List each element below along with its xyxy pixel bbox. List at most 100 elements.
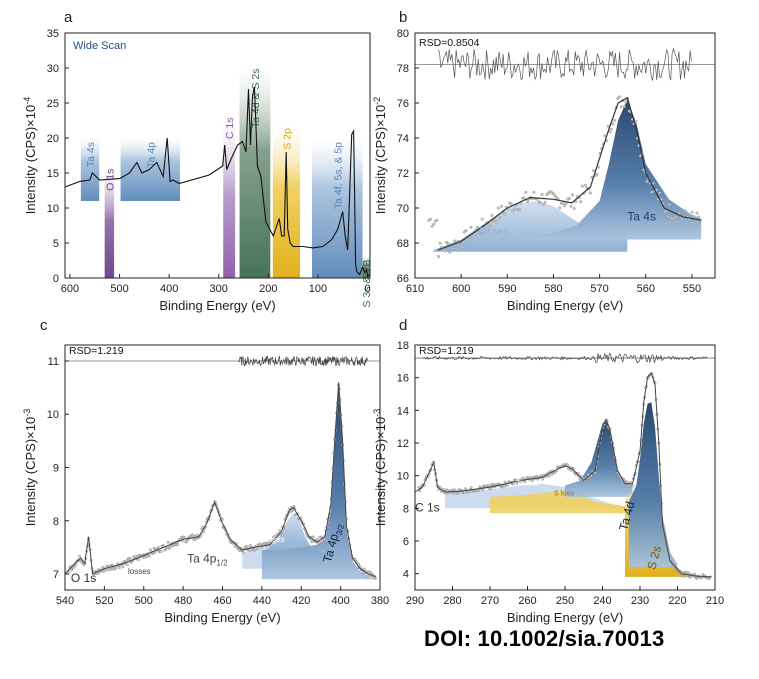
data-point — [125, 559, 128, 563]
data-point — [695, 211, 699, 215]
y-tick-label: 11 — [48, 356, 59, 368]
data-point — [322, 538, 326, 542]
data-point — [498, 216, 502, 220]
data-point — [456, 491, 460, 495]
y-axis-label: Intensity (CPS)×10-3 — [372, 409, 388, 526]
peak-s-loss — [490, 490, 655, 514]
data-point — [475, 226, 479, 230]
data-point — [629, 480, 633, 484]
data-point — [566, 463, 570, 467]
data-point — [242, 551, 245, 554]
data-point — [443, 249, 447, 253]
annotation-ta-4s: Ta 4s — [627, 209, 656, 223]
data-point — [617, 95, 621, 99]
data-point — [133, 555, 137, 558]
annotation-s-loss: S loss — [554, 488, 575, 497]
data-point — [268, 539, 272, 543]
data-point — [253, 548, 257, 552]
data-point — [490, 213, 494, 217]
data-point — [366, 574, 369, 578]
data-point — [553, 194, 557, 198]
data-point — [619, 105, 623, 109]
data-point — [248, 549, 252, 553]
y-tick-label: 66 — [397, 273, 409, 285]
y-tick-label: 5 — [53, 238, 59, 250]
data-point — [571, 193, 575, 197]
x-axis-label: Binding Energy (eV) — [507, 298, 623, 313]
region-label: Ta 4p — [145, 142, 157, 168]
data-point — [145, 555, 149, 559]
y-tick-label: 8 — [403, 503, 409, 515]
data-point — [451, 246, 455, 250]
residual-trace — [422, 352, 708, 364]
data-point — [428, 217, 432, 221]
data-point — [584, 183, 588, 187]
x-tick-label: 440 — [253, 595, 271, 607]
x-tick-label: 560 — [637, 283, 655, 295]
y-tick-label: 72 — [397, 168, 409, 180]
y-tick-label: 30 — [47, 63, 59, 75]
y-tick-label: 74 — [397, 133, 409, 145]
annotation-losses: losses — [128, 567, 151, 576]
data-point — [690, 210, 694, 214]
panel-letter: a — [64, 9, 73, 26]
y-tick-label: 68 — [397, 238, 409, 250]
y-tick-label: 12 — [397, 438, 409, 450]
x-tick-label: 400 — [160, 283, 178, 295]
data-point — [101, 565, 105, 569]
chart-title: RSD=1.219 — [419, 345, 474, 357]
x-tick-label: 540 — [56, 595, 74, 607]
region-label: Ta 4d & S 2s — [250, 69, 262, 129]
x-tick-label: 570 — [590, 283, 608, 295]
data-point — [111, 567, 115, 571]
data-point — [631, 484, 634, 488]
x-tick-label: 280 — [443, 595, 461, 607]
data-point — [622, 105, 626, 109]
x-axis-label: Binding Energy (eV) — [159, 298, 275, 313]
data-point — [495, 221, 499, 225]
region-label: Ta 4f, 5s, & 5p — [332, 142, 344, 209]
y-axis-label: Intensity (CPS)×10-3 — [22, 409, 38, 526]
data-point — [479, 231, 483, 235]
x-tick-label: 400 — [331, 595, 349, 607]
data-point — [418, 489, 422, 493]
x-tick-label: 600 — [452, 283, 470, 295]
data-point — [574, 200, 578, 204]
data-point — [448, 250, 452, 254]
data-point — [500, 204, 504, 208]
region-s-3s-vb — [362, 255, 370, 278]
data-point — [651, 181, 655, 185]
panel-letter: d — [399, 317, 407, 334]
x-tick-label: 290 — [406, 595, 424, 607]
y-tick-label: 76 — [397, 98, 409, 110]
y-tick-label: 20 — [47, 133, 59, 145]
series-fit — [64, 382, 377, 578]
x-tick-label: 210 — [706, 595, 724, 607]
data-point — [432, 222, 436, 226]
data-point — [362, 567, 366, 571]
x-tick-label: 0 — [364, 283, 370, 295]
x-axis-label: Binding Energy (eV) — [164, 610, 280, 625]
data-point — [541, 477, 544, 481]
peak-ta-4d-3-2 — [565, 420, 633, 497]
data-point — [169, 544, 173, 548]
data-point — [273, 534, 276, 538]
data-point — [452, 488, 456, 492]
data-point — [592, 169, 596, 173]
data-point — [588, 191, 592, 195]
data-point — [567, 197, 571, 201]
data-point — [464, 229, 468, 233]
data-point — [320, 539, 324, 543]
y-tick-label: 70 — [397, 203, 409, 215]
data-point — [466, 241, 470, 245]
y-tick-label: 25 — [47, 98, 59, 110]
data-point — [650, 190, 654, 194]
x-tick-label: 500 — [110, 283, 128, 295]
subscript: 1/2 — [216, 558, 228, 567]
data-point — [483, 227, 487, 231]
data-point — [128, 556, 132, 560]
data-point — [469, 486, 473, 489]
x-tick-label: 380 — [371, 595, 389, 607]
data-point — [611, 122, 615, 126]
data-point — [515, 482, 519, 485]
